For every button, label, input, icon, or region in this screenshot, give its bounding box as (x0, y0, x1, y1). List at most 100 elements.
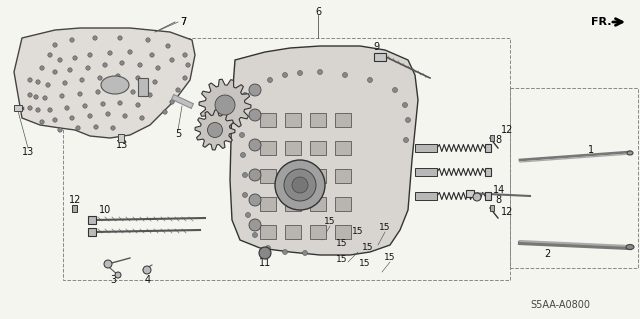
Circle shape (76, 126, 80, 130)
Circle shape (243, 192, 248, 197)
Circle shape (86, 66, 90, 70)
Circle shape (48, 53, 52, 57)
Circle shape (183, 76, 188, 80)
Circle shape (282, 249, 287, 255)
Circle shape (249, 219, 261, 231)
Text: 6: 6 (315, 7, 321, 17)
Text: 15: 15 (362, 243, 374, 253)
Circle shape (52, 43, 57, 47)
Circle shape (131, 90, 135, 94)
Bar (285, 113, 301, 127)
Bar (466, 190, 474, 197)
Circle shape (298, 70, 303, 76)
Circle shape (473, 193, 481, 201)
Text: 11: 11 (259, 258, 271, 268)
Bar (310, 113, 326, 127)
Polygon shape (230, 46, 418, 255)
Circle shape (246, 212, 250, 218)
Circle shape (241, 113, 246, 117)
Circle shape (303, 250, 307, 256)
Polygon shape (14, 28, 195, 138)
Bar (260, 197, 276, 211)
Circle shape (136, 103, 140, 107)
Circle shape (166, 44, 170, 48)
Circle shape (101, 102, 105, 106)
Circle shape (268, 78, 273, 83)
Circle shape (186, 63, 190, 67)
Circle shape (249, 139, 261, 151)
Text: 8: 8 (495, 135, 501, 145)
Bar (490, 205, 494, 211)
Circle shape (36, 80, 40, 84)
Text: 9: 9 (373, 42, 379, 52)
Circle shape (58, 58, 62, 62)
Circle shape (98, 76, 102, 80)
Circle shape (392, 87, 397, 93)
Text: 12: 12 (501, 207, 513, 217)
Text: 8: 8 (495, 195, 501, 205)
Circle shape (367, 78, 372, 83)
Bar (260, 141, 276, 155)
Circle shape (63, 81, 67, 85)
Bar (310, 141, 326, 155)
Circle shape (58, 128, 62, 132)
Bar (88, 216, 96, 224)
Bar (88, 228, 96, 236)
Circle shape (94, 125, 98, 129)
Circle shape (243, 93, 248, 98)
Circle shape (28, 78, 32, 82)
Bar (138, 78, 148, 96)
Circle shape (176, 88, 180, 92)
Circle shape (140, 116, 144, 120)
Bar (260, 169, 276, 183)
Circle shape (36, 108, 40, 112)
Circle shape (60, 94, 64, 98)
Text: 15: 15 (384, 254, 396, 263)
Circle shape (88, 114, 92, 118)
Circle shape (65, 106, 69, 110)
Circle shape (70, 38, 74, 42)
Bar (415, 168, 437, 176)
Circle shape (52, 70, 57, 74)
Circle shape (150, 53, 154, 57)
Circle shape (170, 100, 174, 104)
Circle shape (40, 66, 44, 70)
Circle shape (156, 66, 160, 70)
Circle shape (118, 36, 122, 40)
Circle shape (73, 56, 77, 60)
Ellipse shape (101, 76, 129, 94)
Circle shape (406, 117, 410, 122)
Text: 7: 7 (180, 17, 186, 27)
Circle shape (43, 96, 47, 100)
Text: 5: 5 (175, 129, 181, 139)
Circle shape (253, 233, 257, 238)
Circle shape (342, 72, 348, 78)
Bar (335, 141, 351, 155)
Bar (118, 134, 124, 142)
Circle shape (163, 110, 167, 114)
Circle shape (111, 126, 115, 130)
Bar (310, 225, 326, 239)
Text: 12: 12 (69, 195, 81, 205)
Text: 13: 13 (22, 147, 34, 157)
Circle shape (104, 260, 112, 268)
Circle shape (115, 272, 121, 278)
Circle shape (170, 58, 174, 62)
Ellipse shape (627, 151, 633, 155)
Text: 12: 12 (501, 125, 513, 135)
Circle shape (34, 95, 38, 99)
Circle shape (120, 61, 124, 65)
Text: 15: 15 (324, 218, 336, 226)
Circle shape (138, 63, 142, 67)
Bar (335, 113, 351, 127)
Circle shape (243, 173, 248, 177)
Circle shape (106, 112, 110, 116)
Text: 15: 15 (380, 224, 391, 233)
Text: 7: 7 (180, 17, 186, 27)
Text: S5AA-A0800: S5AA-A0800 (530, 300, 590, 310)
Circle shape (52, 118, 57, 122)
Circle shape (403, 102, 408, 108)
Circle shape (153, 80, 157, 84)
Circle shape (239, 132, 244, 137)
Circle shape (128, 50, 132, 54)
